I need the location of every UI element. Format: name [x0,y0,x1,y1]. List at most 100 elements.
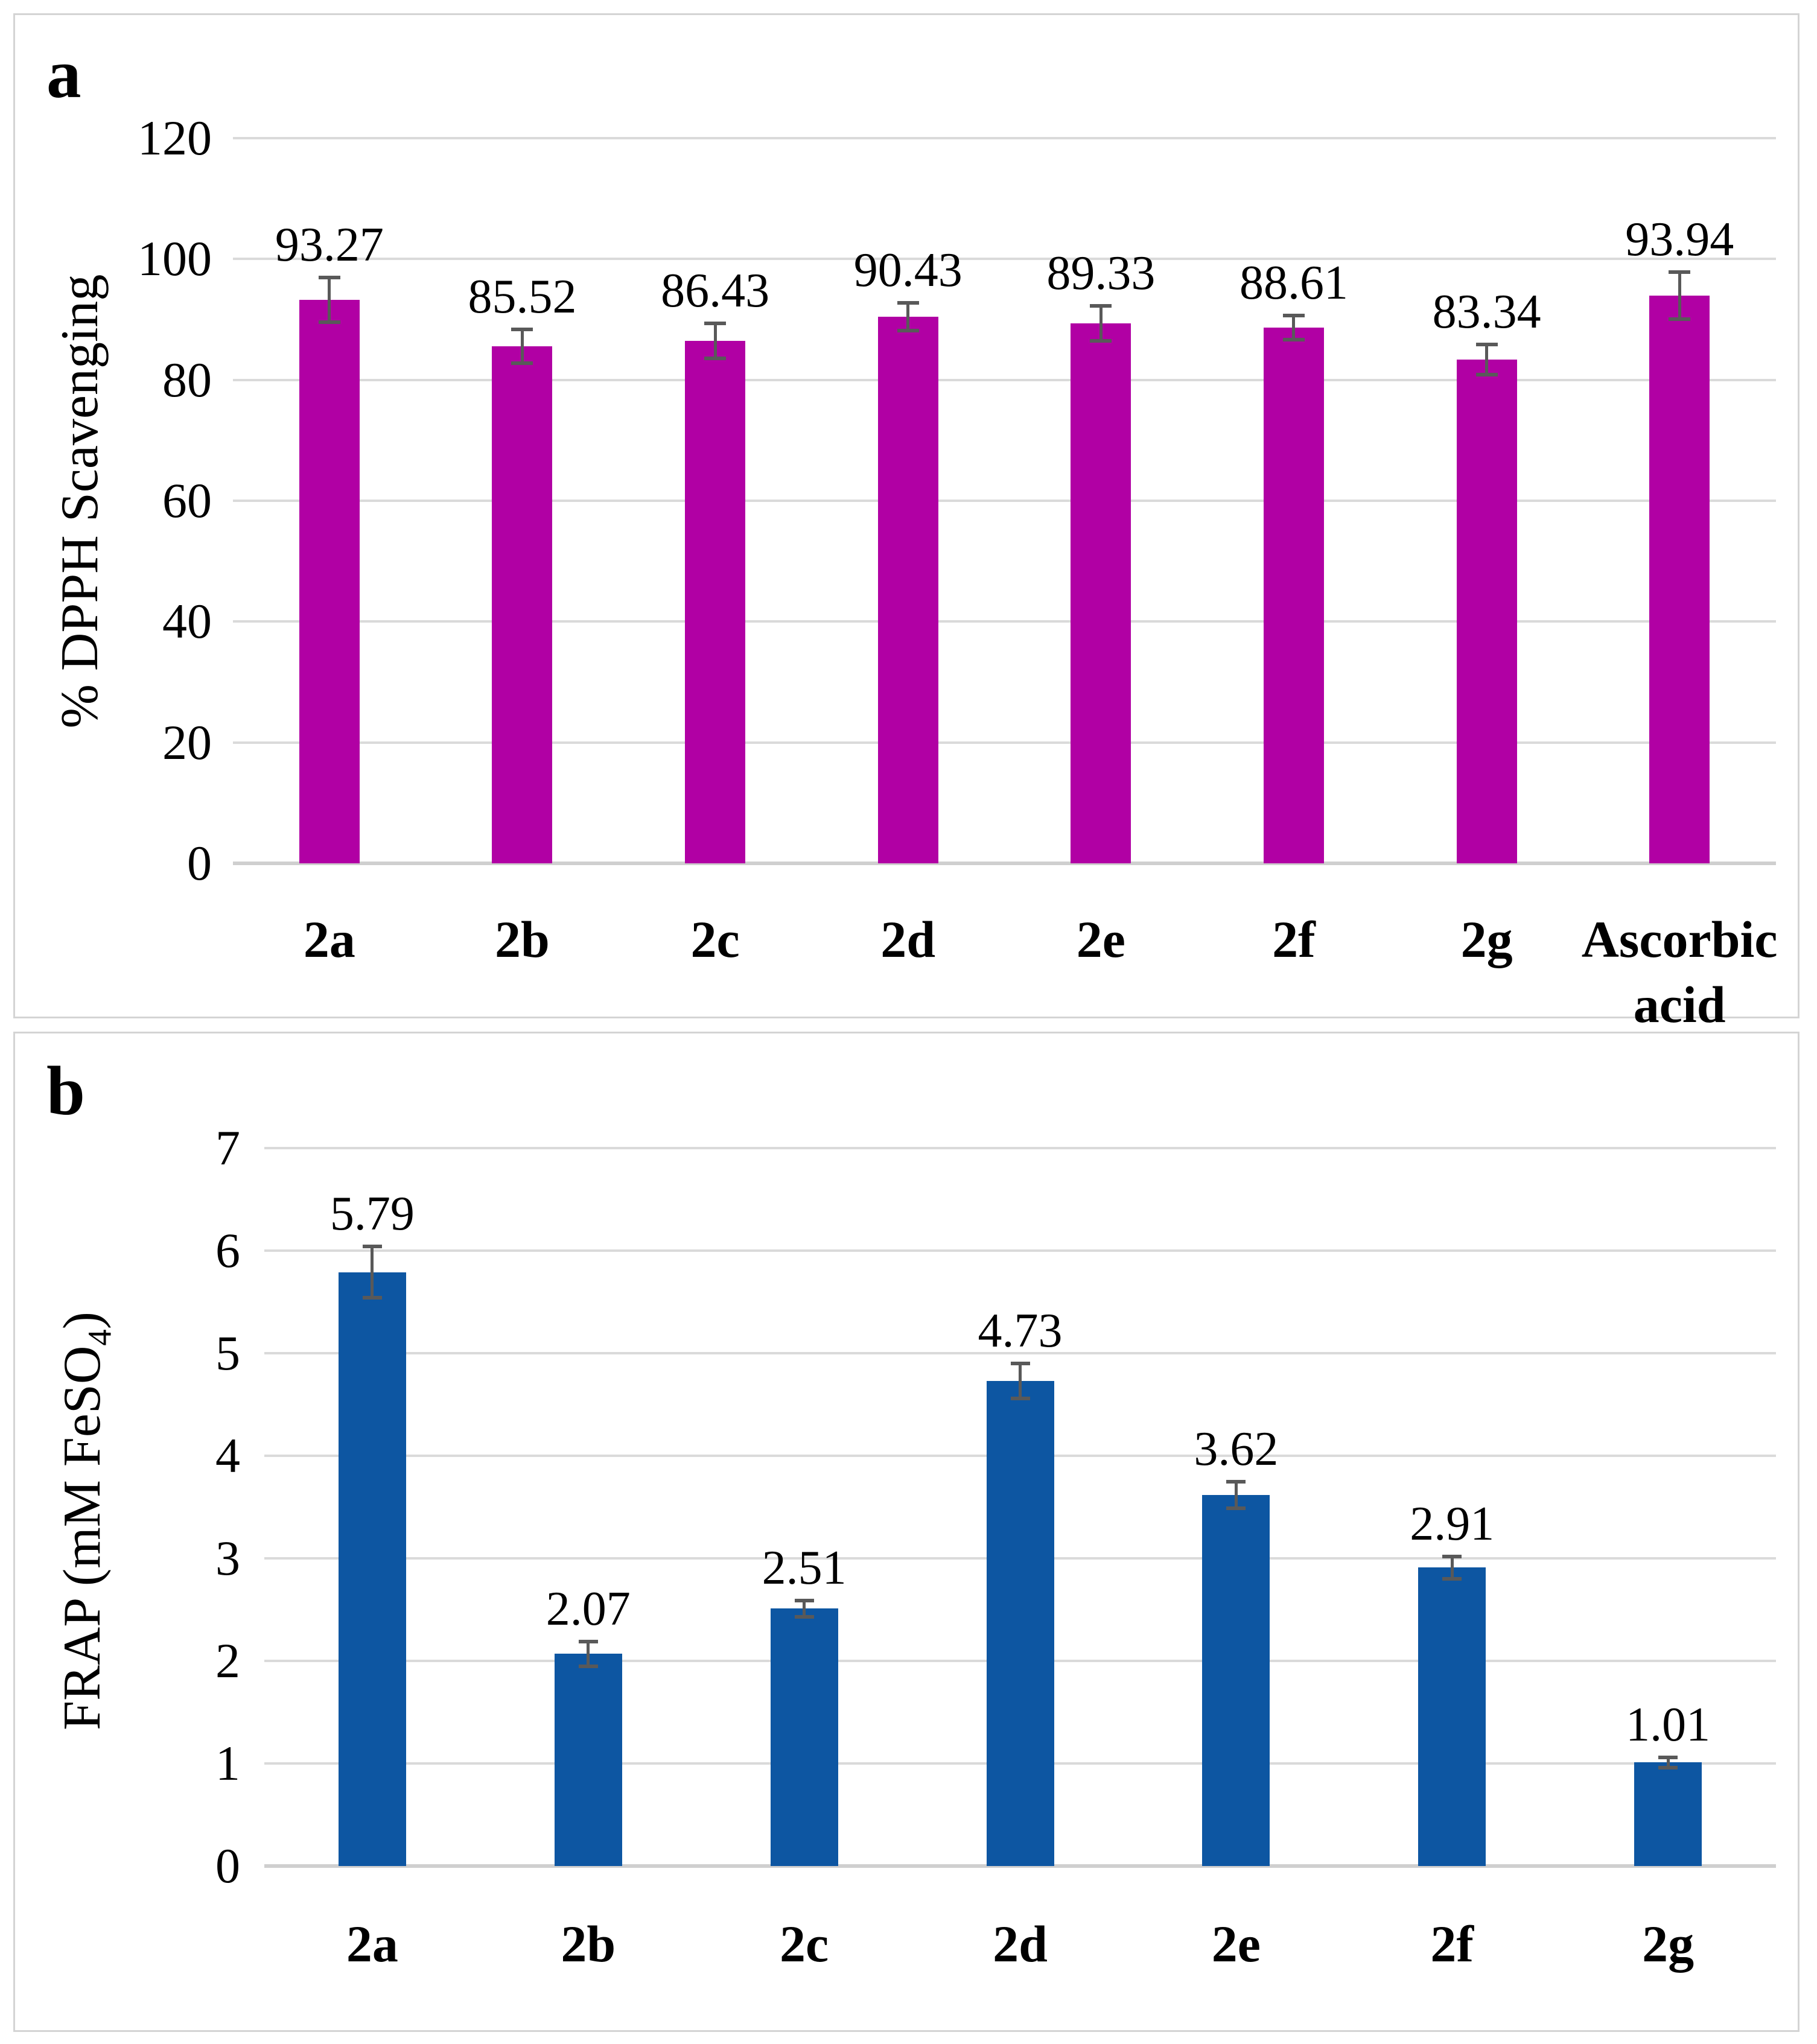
bar-2e [1202,1494,1270,1866]
y-tick-label: 20 [162,714,212,770]
value-label: 2.51 [762,1541,847,1595]
value-label: 86.43 [661,264,770,318]
error-bar-cap-top [362,1245,382,1249]
error-bar-cap-bottom [1669,317,1691,322]
error-bar-cap-top [318,275,340,279]
value-label: 89.33 [1046,247,1156,300]
x-category-label: 2g [1642,1915,1694,1973]
gridline-y100 [233,258,1776,261]
y-tick-label: 100 [138,231,212,287]
panel-a-letter: a [46,36,81,112]
value-label: 2.91 [1410,1497,1495,1550]
y-tick-label: 7 [215,1120,240,1175]
gridline-y60 [233,499,1776,502]
panel-b-plot-area: 0 1 2 3 4 5 6 7 5.79 2a 2.07 2b 2.51 2c 4.73 2d 3.62 2e 2.… [15,1033,1798,2030]
bar-2c [685,341,746,863]
error-bar-cap-top [1669,270,1691,274]
error-bar-cap-top [1282,314,1305,318]
value-label: 2.07 [546,1582,631,1636]
error-bar-cap-top [897,301,919,305]
bar-2e [1071,323,1131,863]
x-category-label: 2f [1272,910,1316,968]
error-bar-cap-top [1442,1554,1462,1558]
value-label: 83.34 [1432,285,1541,339]
error-bar-cap-bottom [897,329,919,333]
x-category-label: 2e [1076,910,1125,968]
error-bar-cap-bottom [1475,373,1498,377]
x-axis-line [233,862,1776,865]
x-category-label: 2a [303,910,355,968]
bar-2a [299,299,360,863]
gridline-y5 [264,1352,1776,1354]
error-bar-cap-top [1658,1755,1678,1759]
error-bar-whisker [371,1246,374,1298]
error-bar-cap-top [1226,1479,1246,1484]
value-label: 4.73 [978,1304,1063,1357]
error-bar-cap-top [1090,304,1112,308]
error-bar-whisker [1234,1481,1238,1508]
error-bar-cap-bottom [1442,1577,1462,1581]
y-tick-label: 120 [138,110,212,165]
value-label: 90.43 [853,244,963,297]
error-bar-whisker [1666,1757,1670,1768]
error-bar-cap-bottom [362,1296,382,1300]
error-bar-cap-top [511,328,533,332]
bar-2d [986,1380,1054,1866]
error-bar-cap-bottom [704,357,727,361]
x-category-label: 2g [1460,910,1513,968]
value-label: 93.94 [1625,212,1734,266]
gridline-y120 [233,136,1776,139]
error-bar-whisker [1292,316,1296,340]
error-bar-cap-top [1010,1362,1030,1365]
gridline-y20 [233,741,1776,744]
panel-a-plot-area: 0 20 40 60 80 100 120 93.27 2a 85.52 2b 86.43 2c 90.4… [15,15,1798,1033]
x-category-label: Ascorbic acid [1581,910,1778,1033]
panel-a-dpph-bar-chart: a % DPPH Scavenging 0 20 40 60 80 100 120 93.27… [13,13,1799,1033]
error-bar-whisker [520,329,524,364]
y-tick-label: 0 [187,836,212,890]
bar-ascorbic-acid [1649,296,1710,863]
value-label: 93.27 [275,218,384,271]
error-bar-cap-top [1475,343,1498,347]
x-category-label: 2e [1211,1915,1261,1973]
bar-2f [1418,1567,1486,1866]
error-bar-whisker [1099,306,1103,341]
panel-b-letter: b [46,1053,85,1129]
y-tick-label: 60 [162,472,212,528]
gridline-y6 [264,1249,1776,1252]
error-bar-cap-bottom [1010,1396,1030,1400]
error-bar-cap-top [794,1598,814,1602]
y-tick-label: 4 [215,1428,240,1483]
error-bar-whisker [906,303,910,331]
value-label: 85.52 [468,270,577,324]
x-axis-line [264,1864,1776,1868]
error-bar-whisker [328,277,331,322]
y-tick-label: 1 [215,1736,240,1791]
bar-2g [1456,360,1517,863]
gridline-y40 [233,620,1776,623]
bar-2a [338,1272,406,1866]
bar-2b [492,346,553,863]
error-bar-cap-bottom [1282,338,1305,342]
error-bar-cap-bottom [1226,1506,1246,1510]
error-bar-cap-bottom [794,1614,814,1619]
bar-2d [877,317,938,863]
bar-2c [770,1608,838,1866]
error-bar-whisker [1450,1556,1454,1579]
y-tick-label: 0 [215,1838,240,1893]
error-bar-cap-bottom [1090,339,1112,343]
value-label: 88.61 [1239,256,1348,310]
error-bar-cap-bottom [578,1664,598,1668]
error-bar-whisker [803,1600,806,1617]
y-tick-label: 3 [215,1531,240,1585]
value-label: 5.79 [329,1187,415,1241]
x-category-label: 2c [690,910,740,968]
value-label: 3.62 [1194,1422,1279,1476]
value-label: 1.01 [1626,1698,1711,1751]
error-bar-whisker [1485,344,1489,375]
panel-b-frap-bar-chart: b FRAP (mM FeSO4) 0 1 2 3 4 5 6 7 5.79 2a 2.07 2b 2.… [13,1032,1799,2032]
error-bar-whisker [1678,271,1681,320]
y-tick-label: 80 [162,352,212,407]
gridline-y7 [264,1147,1776,1149]
error-bar-whisker [713,323,717,359]
